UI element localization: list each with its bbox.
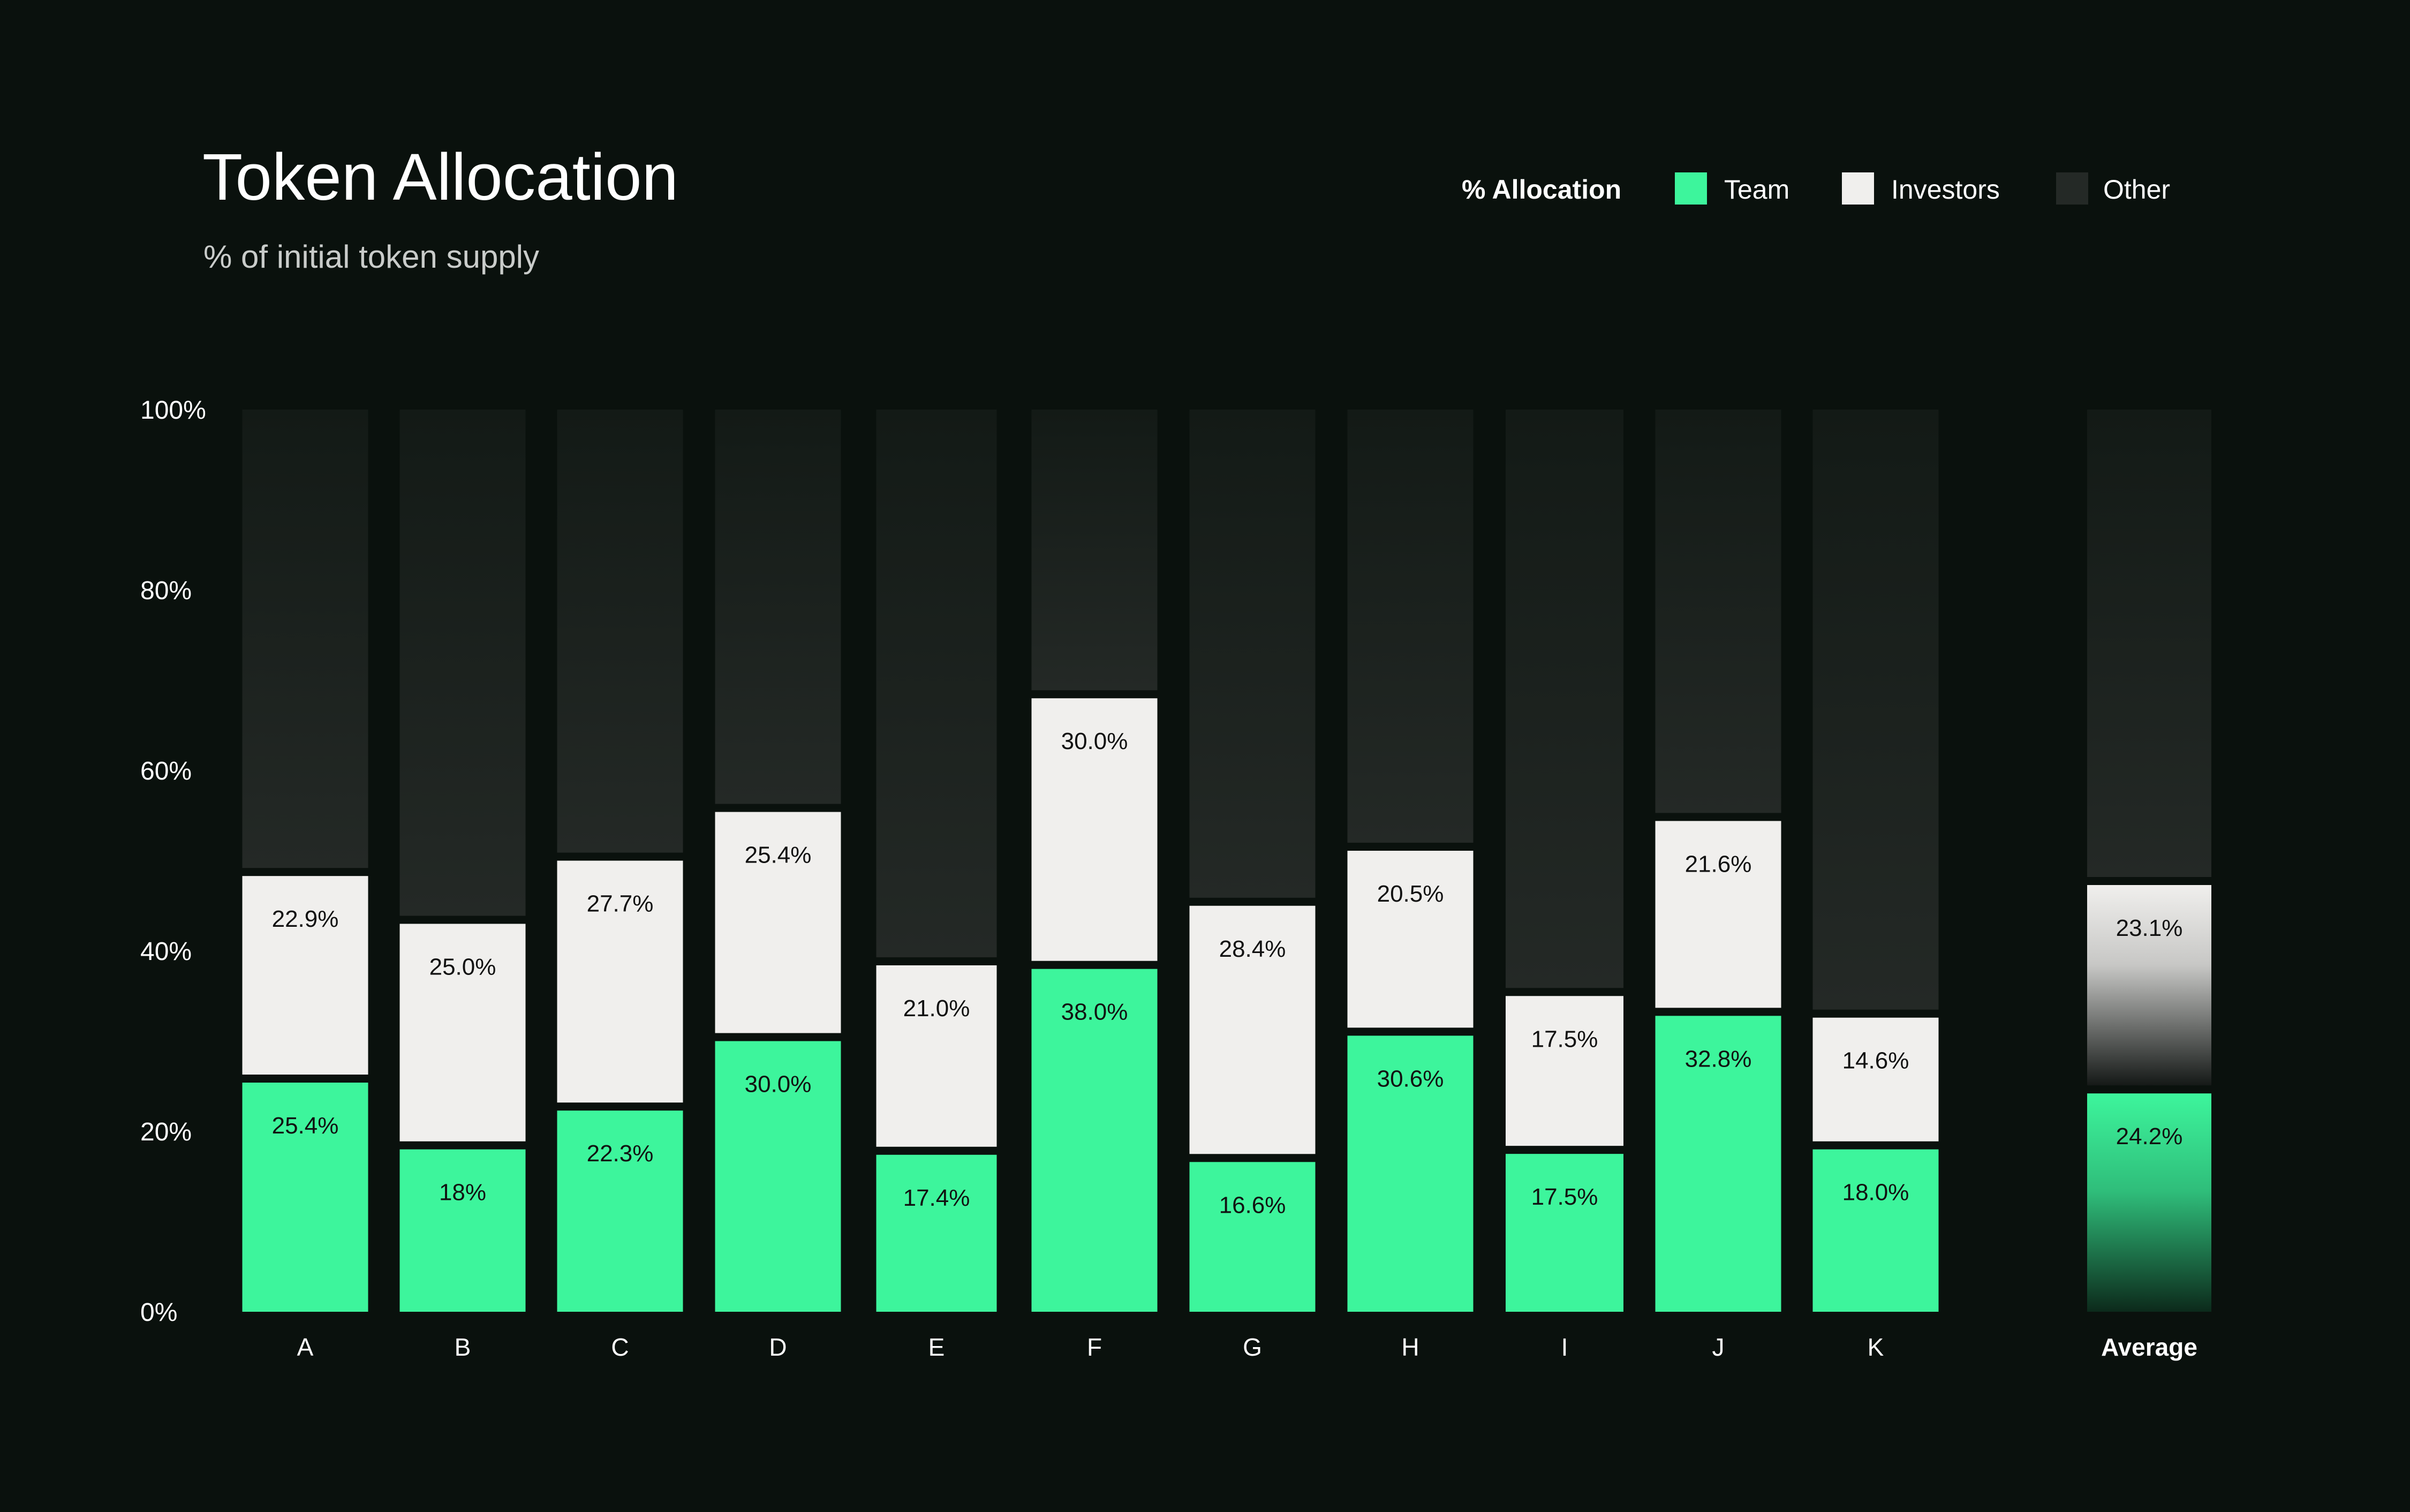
bar-other — [242, 410, 368, 868]
bar-other — [2087, 410, 2211, 877]
legend-swatch-team — [1675, 172, 1707, 205]
bar-other — [1031, 410, 1158, 691]
data-label-team: 16.6% — [1219, 1192, 1286, 1218]
x-tick-label: K — [1868, 1333, 1884, 1361]
data-label-investors: 25.4% — [745, 842, 812, 868]
bar-investors — [715, 812, 841, 1033]
bars: 25.4% 22.9% 18% 25.0% 22.3% 27.7% 30.0% 25.4% 17… — [242, 410, 2211, 1312]
y-tick-label: 20% — [140, 1118, 192, 1146]
bar-investors — [242, 876, 368, 1075]
bar-team — [2087, 1093, 2211, 1312]
legend-label-other: Other — [2103, 175, 2170, 205]
bar-other — [399, 410, 526, 916]
bar-team — [1031, 969, 1158, 1312]
bar-other — [1506, 410, 1623, 988]
y-tick-label: 40% — [140, 938, 192, 966]
bar-investors — [1812, 1017, 1939, 1141]
x-tick-label: E — [928, 1333, 945, 1361]
x-tick-label: F — [1087, 1333, 1102, 1361]
bar-team — [715, 1041, 841, 1312]
bar-team — [1655, 1016, 1781, 1312]
x-tick-label: I — [1561, 1333, 1568, 1361]
x-tick-label: G — [1243, 1333, 1262, 1361]
data-label-team: 30.6% — [1377, 1065, 1444, 1092]
bar-other — [1812, 410, 1939, 1010]
data-label-team: 38.0% — [1061, 999, 1128, 1025]
bar-investors — [1347, 850, 1474, 1028]
data-label-investors: 21.0% — [903, 995, 970, 1022]
bar-team — [1812, 1149, 1939, 1312]
bar-team — [1189, 1162, 1316, 1312]
x-axis: A B C D E F G H I J K Average — [297, 1333, 2197, 1361]
bar-investors — [399, 924, 526, 1141]
bar-team — [242, 1083, 368, 1312]
bar-team — [557, 1110, 683, 1312]
bar-team — [1506, 1154, 1623, 1312]
x-tick-label: J — [1712, 1333, 1725, 1361]
x-tick-label: D — [769, 1333, 787, 1361]
data-label-investors: 17.5% — [1531, 1026, 1598, 1052]
chart-subtitle: % of initial token supply — [203, 239, 539, 275]
x-tick-label: A — [297, 1333, 314, 1361]
y-tick-label: 0% — [140, 1298, 177, 1327]
bar-other — [715, 410, 841, 804]
data-label-investors: 20.5% — [1377, 881, 1444, 907]
data-label-team: 18.0% — [1842, 1180, 1909, 1206]
bar-investors — [1506, 996, 1623, 1146]
bar-other — [876, 410, 997, 957]
data-label-investors: 30.0% — [1061, 728, 1128, 754]
y-tick-label: 60% — [140, 757, 192, 785]
x-tick-label: H — [1401, 1333, 1419, 1361]
data-label-investors: 14.6% — [1842, 1048, 1909, 1074]
legend-label-investors: Investors — [1891, 175, 2000, 205]
bar-investors — [1189, 905, 1316, 1154]
x-tick-label: Average — [2101, 1333, 2197, 1361]
bar-investors — [557, 860, 683, 1103]
data-label-investors: 27.7% — [587, 891, 654, 917]
legend-swatch-other — [2056, 172, 2088, 205]
data-label-investors: 22.9% — [272, 906, 339, 932]
data-label-investors: 25.0% — [429, 954, 496, 980]
x-tick-label: C — [611, 1333, 629, 1361]
data-label-team: 32.8% — [1685, 1046, 1752, 1072]
bar-investors — [1655, 821, 1781, 1008]
data-label-team: 18% — [439, 1180, 486, 1206]
bar-other — [557, 410, 683, 853]
bar-other — [1347, 410, 1474, 843]
x-tick-label: B — [455, 1333, 471, 1361]
y-axis: 0% 20% 40% 60% 80% 100% — [140, 396, 206, 1327]
data-label-team: 17.4% — [903, 1185, 970, 1211]
data-label-investors: 28.4% — [1219, 936, 1286, 962]
legend-label-team: Team — [1724, 175, 1789, 205]
legend: % Allocation Team Investors Other — [1462, 172, 2170, 205]
chart-title: Token Allocation — [202, 141, 678, 214]
data-label-team: 30.0% — [745, 1071, 812, 1098]
bar-team — [1347, 1035, 1474, 1312]
bar-other — [1655, 410, 1781, 813]
bar-investors — [1031, 698, 1158, 961]
bar-other — [1189, 410, 1316, 898]
data-label-team: 24.2% — [2116, 1123, 2183, 1150]
data-label-team: 25.4% — [272, 1113, 339, 1139]
bar-team — [876, 1154, 997, 1312]
bar-investors — [2087, 884, 2211, 1086]
data-label-investors: 23.1% — [2116, 915, 2183, 941]
bar-team — [399, 1149, 526, 1312]
bar-investors — [876, 965, 997, 1147]
legend-swatch-investors — [1842, 172, 1874, 205]
data-label-team: 22.3% — [587, 1140, 654, 1167]
data-label-investors: 21.6% — [1685, 851, 1752, 877]
y-tick-label: 80% — [140, 577, 192, 605]
legend-title: % Allocation — [1462, 175, 1621, 205]
data-label-team: 17.5% — [1531, 1184, 1598, 1210]
y-tick-label: 100% — [140, 396, 206, 425]
